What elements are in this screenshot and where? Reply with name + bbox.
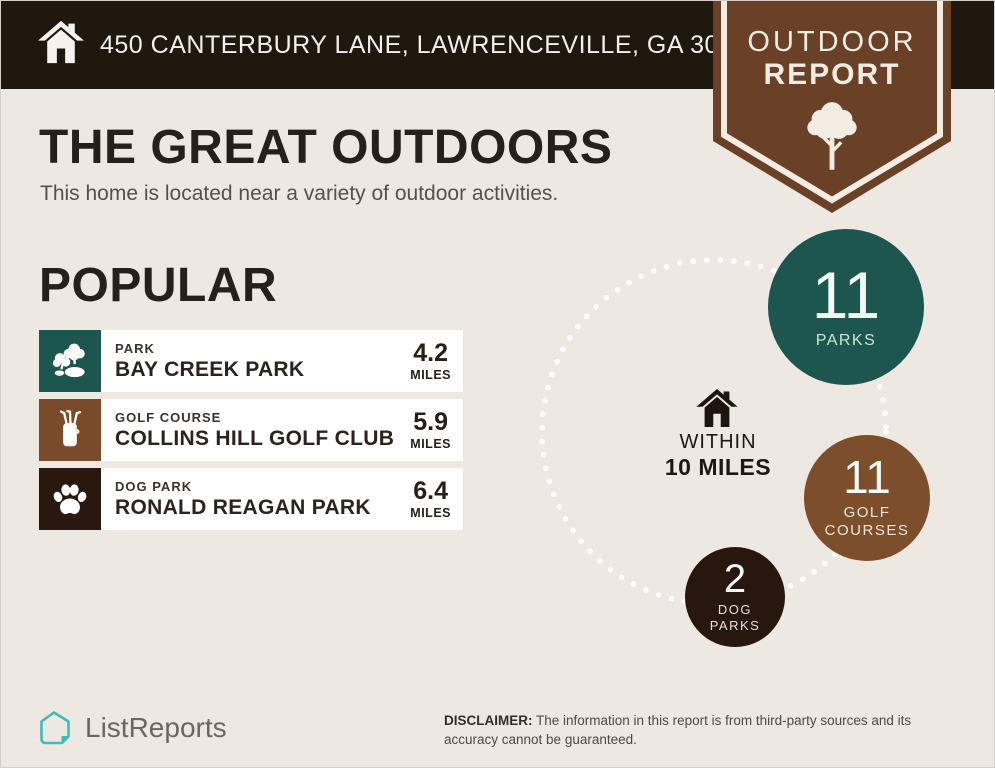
home-icon: [38, 20, 84, 64]
distance-unit: MILES: [410, 436, 451, 451]
golf-courses-label: GOLF COURSES: [824, 503, 910, 539]
parks-label: PARKS: [815, 331, 877, 349]
page-title: THE GREAT OUTDOORS: [39, 121, 613, 174]
listreports-brand: ListReports: [35, 708, 227, 748]
distance-value: 4.2: [413, 338, 449, 367]
list-item-park: PARK BAY CREEK PARK 4.2 MILES: [39, 330, 463, 392]
trees-icon: [39, 330, 101, 392]
parks-count-bubble: 11 PARKS: [768, 229, 924, 385]
paw-icon: [39, 468, 101, 530]
category-label: PARK: [115, 340, 155, 356]
distance-value: 6.4: [413, 476, 449, 505]
page-subtitle: This home is located near a variety of o…: [40, 182, 559, 205]
disclaimer-label: DISCLAIMER:: [444, 713, 533, 728]
place-name: RONALD REAGAN PARK: [115, 495, 371, 519]
category-label: DOG PARK: [115, 478, 193, 494]
dog-parks-count-bubble: 2 DOG PARKS: [685, 547, 785, 647]
distance-unit: MILES: [410, 367, 451, 382]
list-item-golf-course: GOLF COURSE COLLINS HILL GOLF CLUB 5.9 M…: [39, 399, 463, 461]
golf-courses-count-bubble: 11 GOLF COURSES: [804, 435, 930, 561]
place-name: COLLINS HILL GOLF CLUB: [115, 426, 395, 450]
category-label: GOLF COURSE: [115, 409, 222, 425]
within-label: WITHIN: [679, 431, 757, 453]
popular-heading: POPULAR: [39, 259, 278, 312]
radius-label: WITHIN 10 MILES: [638, 431, 798, 481]
place-name: BAY CREEK PARK: [115, 357, 305, 381]
miles-label: 10 MILES: [664, 454, 772, 480]
ribbon-title-line1: OUTDOOR: [747, 26, 917, 58]
tree-icon: [807, 102, 857, 170]
brand-name: ListReports: [85, 712, 227, 743]
distance-unit: MILES: [410, 505, 451, 520]
ribbon-title-line2: REPORT: [763, 58, 901, 91]
popular-list: PARK BAY CREEK PARK 4.2 MILES: [39, 330, 463, 537]
list-item-dog-park: DOG PARK RONALD REAGAN PARK 6.4 MILES: [39, 468, 463, 530]
home-marker-icon: [696, 389, 738, 427]
dog-parks-label: DOG PARKS: [709, 602, 761, 633]
disclaimer-body: The information in this report is from t…: [444, 713, 912, 747]
listreports-logo-icon: [40, 711, 70, 745]
golf-bag-icon: [39, 399, 101, 461]
outdoor-report-ribbon: OUTDOOR REPORT: [713, 1, 951, 213]
property-address: 450 CANTERBURY LANE, LAWRENCEVILLE, GA 3…: [100, 30, 763, 59]
distance-value: 5.9: [413, 407, 449, 436]
parks-count: 11: [811, 258, 881, 333]
dog-parks-count: 2: [723, 557, 747, 602]
golf-courses-count: 11: [843, 451, 891, 504]
disclaimer-text: DISCLAIMER: The information in this repo…: [444, 712, 960, 750]
